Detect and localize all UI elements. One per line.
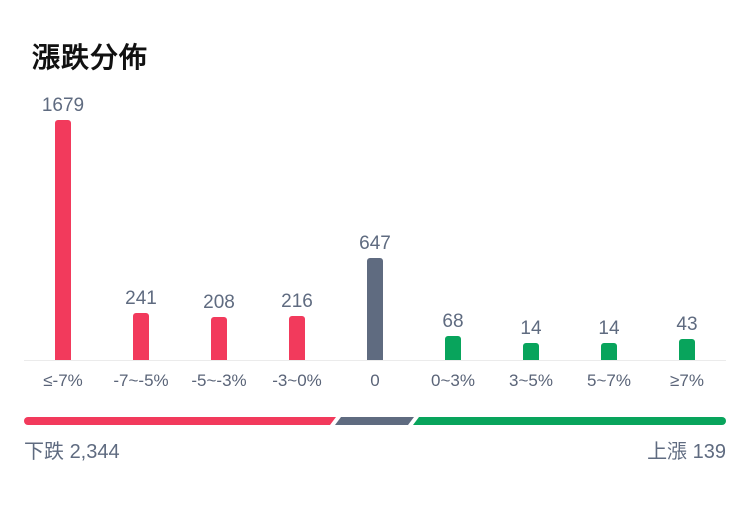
decline-label: 下跌 [24, 441, 64, 463]
bar-6 [523, 343, 539, 360]
bar-0 [55, 120, 71, 360]
chart-baseline [24, 360, 726, 361]
bar-2 [211, 317, 227, 360]
ratio-segment-up [413, 417, 726, 425]
bar-3 [289, 316, 305, 360]
value-label-7: 14 [598, 318, 620, 340]
advance-summary: 上漲 139 [647, 440, 726, 464]
value-label-5: 68 [442, 310, 464, 332]
value-label-2: 208 [203, 292, 235, 314]
bar-7 [601, 343, 617, 360]
value-label-3: 216 [281, 291, 313, 313]
ratio-segment-down [24, 417, 336, 425]
category-label-1: -7~-5% [113, 371, 169, 390]
rise-fall-ratio-bar [24, 417, 726, 425]
decline-summary: 下跌 2,344 [24, 440, 120, 464]
bar-4 [367, 258, 383, 360]
value-label-8: 43 [676, 314, 698, 336]
value-label-4: 647 [359, 233, 391, 255]
category-label-3: -3~0% [272, 371, 322, 390]
category-label-0: ≤-7% [43, 371, 83, 390]
value-label-6: 14 [520, 318, 542, 340]
category-label-6: 3~5% [509, 371, 553, 390]
decline-count: 2,344 [69, 441, 120, 463]
category-label-2: -5~-3% [191, 371, 247, 390]
category-label-7: 5~7% [587, 371, 631, 390]
bar-8 [679, 339, 695, 360]
bar-1 [133, 312, 149, 360]
category-label-8: ≥7% [670, 371, 704, 390]
chart-title: 漲跌分佈 [32, 42, 149, 73]
category-label-4: 0 [370, 371, 380, 390]
bar-5 [445, 335, 461, 360]
ratio-segment-flat [335, 417, 414, 425]
distribution-bar-chart: 1679 ≤-7% 241 -7~-5% 208 -5~-3% 216 -3~0% 647 0 68… [24, 0, 726, 400]
value-label-1: 241 [125, 287, 157, 309]
advance-count: 139 [692, 441, 726, 463]
value-label-0: 1679 [41, 95, 85, 116]
advance-label: 上漲 [647, 441, 688, 463]
category-label-5: 0~3% [431, 371, 475, 390]
